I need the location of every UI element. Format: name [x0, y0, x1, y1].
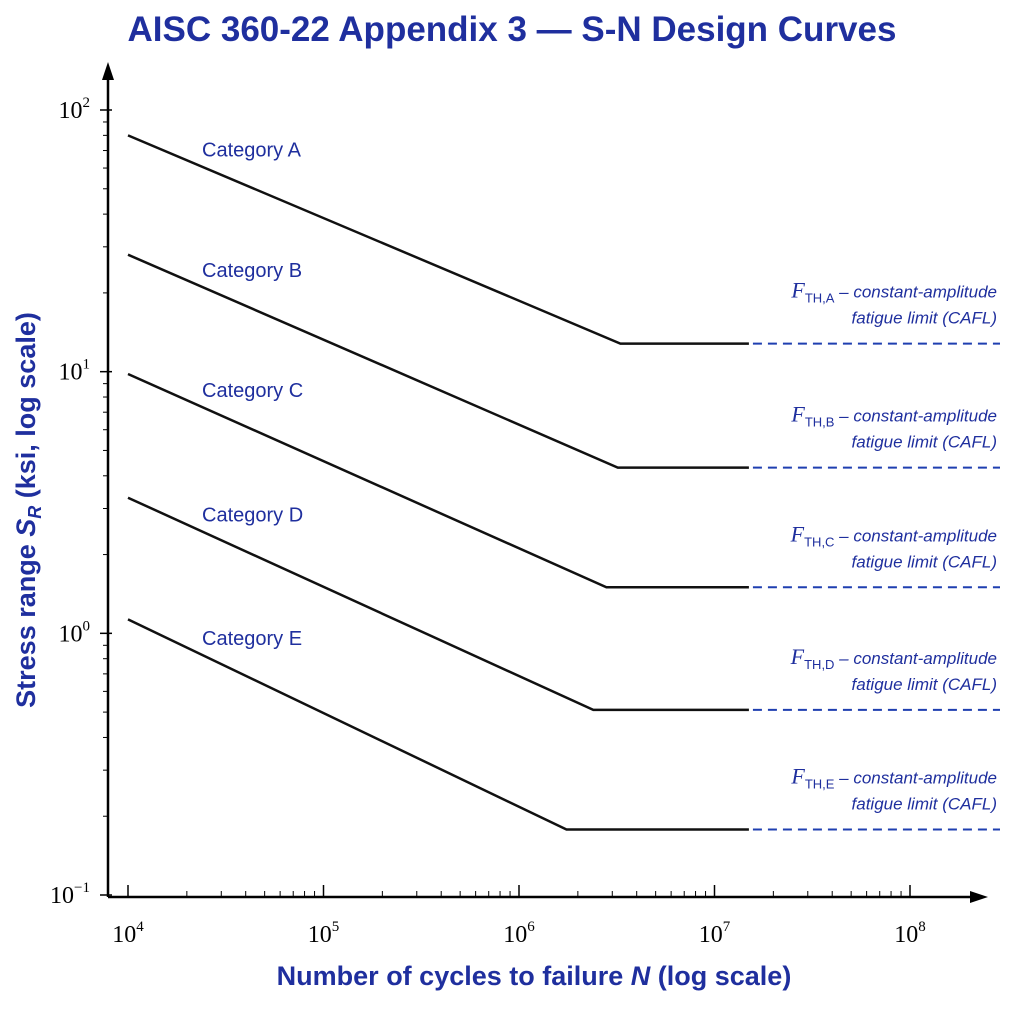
- x-axis-title: Number of cycles to failure N (log scale…: [277, 961, 792, 991]
- cafl-annotation-line1: FTH,D – constant-amplitude: [790, 644, 997, 672]
- y-tick-label: 102: [59, 95, 91, 124]
- x-tick-label: 104: [112, 919, 144, 948]
- cafl-annotation-line2: fatigue limit (CAFL): [852, 309, 997, 328]
- cafl-annotation-line1: FTH,A – constant-amplitude: [790, 278, 997, 306]
- chart-title: AISC 360-22 Appendix 3 — S-N Design Curv…: [127, 10, 897, 49]
- sn-curve-line: [127, 618, 749, 831]
- curves: [127, 134, 1000, 831]
- category-label: Category D: [202, 504, 303, 526]
- x-tick-label: 108: [894, 919, 926, 948]
- cafl-annotation-line2: fatigue limit (CAFL): [852, 433, 997, 452]
- axes: [102, 62, 988, 903]
- sn-curve-line: [127, 496, 749, 712]
- x-axis-arrow: [970, 891, 988, 903]
- y-tick-label: 100: [59, 618, 91, 647]
- category-label: Category B: [202, 260, 302, 282]
- ticks: 104 105 106 107 108 10−1 100 101 102: [50, 95, 926, 948]
- category-label: Category C: [202, 380, 303, 402]
- sn-curve-line: [127, 253, 749, 469]
- category-label: Category E: [202, 628, 302, 650]
- y-axis-arrow: [102, 62, 114, 80]
- x-tick-label: 106: [503, 919, 535, 948]
- cafl-annotation-line2: fatigue limit (CAFL): [852, 552, 997, 571]
- sn-curve-line: [127, 372, 749, 589]
- x-tick-label: 105: [308, 919, 340, 948]
- cafl-annotation-line1: FTH,C – constant-amplitude: [790, 521, 997, 549]
- labels: Category A FTH,A – constant-amplitude fati…: [202, 140, 997, 814]
- category-label: Category A: [202, 140, 302, 162]
- cafl-annotation-line2: fatigue limit (CAFL): [852, 675, 997, 694]
- cafl-annotation-line1: FTH,E – constant-amplitude: [790, 763, 997, 791]
- sn-curve-line: [127, 134, 749, 345]
- cafl-annotation-line2: fatigue limit (CAFL): [852, 794, 997, 813]
- cafl-annotation-line1: FTH,B – constant-amplitude: [790, 402, 997, 430]
- x-tick-label: 107: [699, 919, 731, 948]
- y-axis-title: Stress range SR (ksi, log scale): [11, 312, 45, 708]
- y-tick-label: 10−1: [50, 880, 90, 909]
- y-tick-label: 101: [59, 357, 91, 386]
